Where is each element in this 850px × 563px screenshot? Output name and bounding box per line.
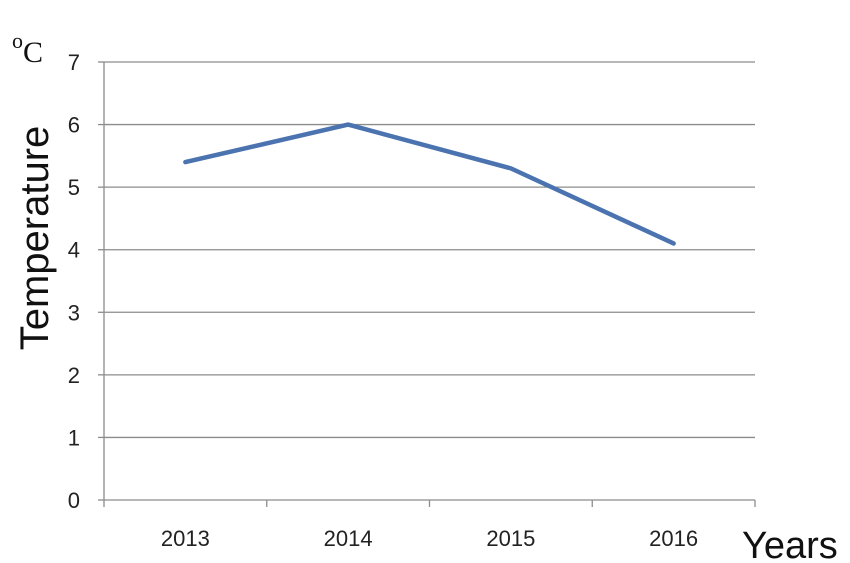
x-tick-label-2016: 2016 <box>649 526 698 551</box>
x-tick-label-2015: 2015 <box>486 526 535 551</box>
y-tick-label-1: 1 <box>68 425 80 450</box>
gridlines <box>104 61 755 439</box>
y-unit-label: oC <box>12 28 43 69</box>
y-tick-label-7: 7 <box>68 50 80 75</box>
axes <box>98 61 756 507</box>
x-axis-label: Years <box>742 525 838 563</box>
x-tick-label-2014: 2014 <box>324 526 373 551</box>
y-tick-label-4: 4 <box>68 238 80 263</box>
y-tick-label-3: 3 <box>68 300 80 325</box>
y-axis-label: Temperature <box>13 126 57 351</box>
unit-letter: C <box>23 36 43 69</box>
degree-symbol: o <box>12 28 23 53</box>
x-tick-label-2013: 2013 <box>161 526 210 551</box>
series-group <box>183 122 676 246</box>
y-tick-labels: 0 1 2 3 4 5 6 7 <box>68 50 80 513</box>
y-tick-label-5: 5 <box>68 175 80 200</box>
y-tick-label-2: 2 <box>68 363 80 388</box>
x-tick-labels: 2013 2014 2015 2016 <box>161 526 698 551</box>
y-tick-label-6: 6 <box>68 113 80 138</box>
series-line-0 <box>183 122 676 246</box>
y-tick-label-0: 0 <box>68 488 80 513</box>
